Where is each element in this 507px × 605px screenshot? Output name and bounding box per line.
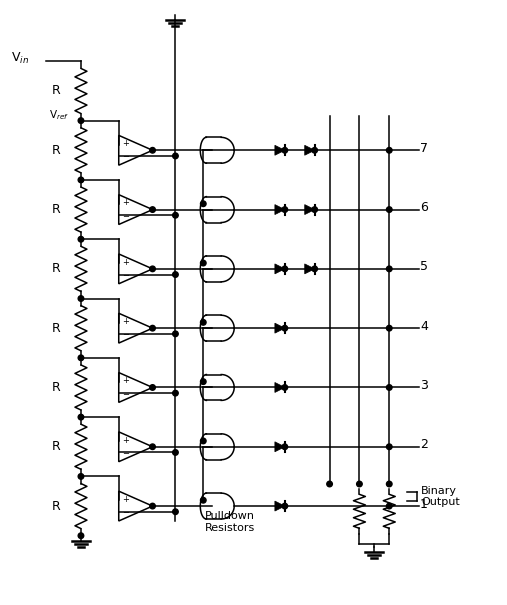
Text: 4: 4 xyxy=(420,319,428,333)
Circle shape xyxy=(150,207,155,212)
Circle shape xyxy=(386,385,392,390)
Circle shape xyxy=(327,481,333,487)
Text: +: + xyxy=(122,436,129,445)
Polygon shape xyxy=(275,264,285,274)
Circle shape xyxy=(312,207,317,212)
Text: +: + xyxy=(122,376,129,385)
Polygon shape xyxy=(275,145,285,155)
Circle shape xyxy=(78,296,84,301)
Text: +: + xyxy=(122,495,129,504)
Circle shape xyxy=(150,503,155,509)
Text: +: + xyxy=(122,317,129,326)
Circle shape xyxy=(78,474,84,479)
Circle shape xyxy=(150,266,155,272)
Circle shape xyxy=(173,272,178,277)
Text: R: R xyxy=(52,381,60,394)
Circle shape xyxy=(282,148,287,153)
Text: V$_{ref}$: V$_{ref}$ xyxy=(49,108,69,122)
Circle shape xyxy=(386,325,392,331)
Text: 3: 3 xyxy=(420,379,428,392)
Circle shape xyxy=(78,414,84,420)
Polygon shape xyxy=(275,323,285,333)
Circle shape xyxy=(282,325,287,331)
Polygon shape xyxy=(275,501,285,511)
Circle shape xyxy=(150,385,155,390)
Text: −: − xyxy=(122,449,129,458)
Circle shape xyxy=(356,481,362,487)
Circle shape xyxy=(386,207,392,212)
Circle shape xyxy=(150,325,155,331)
Text: 2: 2 xyxy=(420,438,428,451)
Text: −: − xyxy=(122,152,129,162)
Circle shape xyxy=(200,379,206,384)
Text: −: − xyxy=(122,271,129,280)
Circle shape xyxy=(312,266,317,272)
Text: 1: 1 xyxy=(420,497,428,511)
Text: −: − xyxy=(122,212,129,221)
Circle shape xyxy=(78,355,84,361)
Polygon shape xyxy=(305,264,315,274)
Text: +: + xyxy=(122,139,129,148)
Text: −: − xyxy=(122,330,129,339)
Text: −: − xyxy=(122,508,129,517)
Text: R: R xyxy=(52,322,60,335)
Circle shape xyxy=(173,331,178,336)
Circle shape xyxy=(312,148,317,153)
Text: −: − xyxy=(122,390,129,399)
Text: 6: 6 xyxy=(420,201,428,214)
Circle shape xyxy=(173,153,178,159)
Text: R: R xyxy=(52,144,60,157)
Circle shape xyxy=(173,509,178,514)
Circle shape xyxy=(282,385,287,390)
Circle shape xyxy=(282,503,287,509)
Circle shape xyxy=(78,177,84,183)
Circle shape xyxy=(78,118,84,123)
Text: R: R xyxy=(52,263,60,275)
Text: Binary
Output: Binary Output xyxy=(421,486,460,508)
Circle shape xyxy=(282,266,287,272)
Polygon shape xyxy=(275,204,285,215)
Text: +: + xyxy=(122,198,129,208)
Text: 7: 7 xyxy=(420,142,428,155)
Circle shape xyxy=(200,319,206,325)
Text: R: R xyxy=(52,500,60,512)
Circle shape xyxy=(78,533,84,538)
Circle shape xyxy=(200,201,206,206)
Text: R: R xyxy=(52,85,60,97)
Circle shape xyxy=(173,390,178,396)
Polygon shape xyxy=(305,145,315,155)
Text: R: R xyxy=(52,203,60,216)
Text: +: + xyxy=(122,258,129,267)
Circle shape xyxy=(173,212,178,218)
Circle shape xyxy=(386,148,392,153)
Circle shape xyxy=(173,450,178,455)
Text: 5: 5 xyxy=(420,260,428,273)
Circle shape xyxy=(386,266,392,272)
Circle shape xyxy=(150,148,155,153)
Text: V$_{in}$: V$_{in}$ xyxy=(11,51,29,66)
Circle shape xyxy=(386,481,392,487)
Circle shape xyxy=(200,260,206,266)
Circle shape xyxy=(78,237,84,242)
Circle shape xyxy=(282,207,287,212)
Text: Pulldown
Resistors: Pulldown Resistors xyxy=(205,511,255,532)
Polygon shape xyxy=(275,442,285,452)
Circle shape xyxy=(386,503,392,509)
Polygon shape xyxy=(275,382,285,393)
Circle shape xyxy=(200,497,206,503)
Text: R: R xyxy=(52,440,60,453)
Circle shape xyxy=(282,444,287,450)
Circle shape xyxy=(150,444,155,450)
Circle shape xyxy=(200,438,206,443)
Polygon shape xyxy=(305,204,315,215)
Circle shape xyxy=(386,444,392,450)
